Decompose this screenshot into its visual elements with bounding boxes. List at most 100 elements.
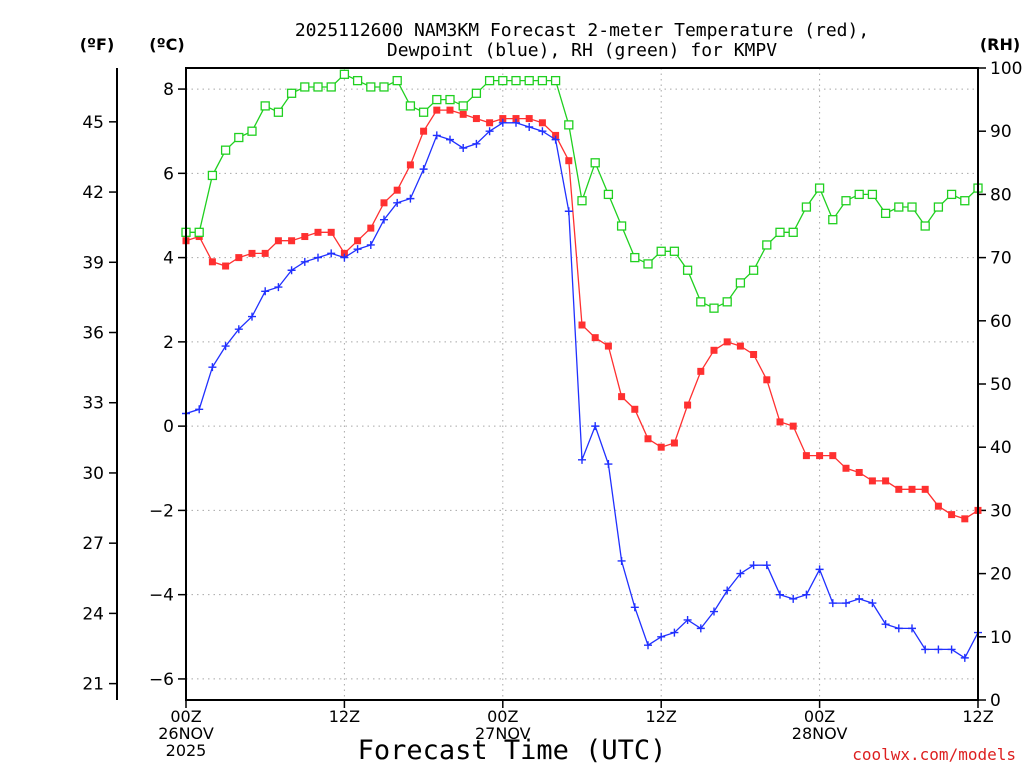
series-0-point-47	[802, 452, 810, 460]
fahrenheit-tick-label-0: 45	[82, 113, 104, 133]
series-1-point-50	[842, 599, 850, 608]
series-1-point-12	[340, 253, 349, 262]
series-2-point-27	[537, 75, 548, 86]
series-1-point-6	[261, 287, 270, 296]
chart-title: 2025112600 NAM3KM Forecast 2-meter Tempe…	[295, 20, 869, 61]
celsius-unit-label: (ºC)	[149, 35, 184, 54]
series-1-point-22	[472, 139, 481, 148]
series-2-point-20	[445, 94, 455, 105]
series-0-point-45	[776, 418, 784, 426]
x-tick-label-2-0: 00Z	[487, 707, 518, 726]
series-1-point-11	[327, 249, 336, 258]
series-0-point-32	[604, 342, 612, 350]
series-0-point-36	[657, 443, 665, 451]
fahrenheit-tick-label-3: 36	[82, 324, 104, 344]
rh-tick-label-10: 0	[990, 691, 1001, 711]
series-2-point-7	[273, 107, 284, 117]
series-0-point-53	[882, 477, 890, 485]
series-0-point-30	[578, 321, 586, 329]
fahrenheit-tick-label-4: 33	[82, 394, 104, 414]
series-1-point-16	[393, 198, 402, 207]
credit-label: coolwx.com/models	[852, 745, 1016, 764]
series-2-point-57	[933, 202, 944, 212]
rh-tick-label-4: 60	[990, 312, 1012, 332]
series-0-point-38	[684, 401, 692, 409]
series-1-point-25	[512, 118, 520, 127]
series-2-point-22	[471, 88, 482, 98]
series-1-point-14	[366, 240, 375, 249]
series-1-point-3	[221, 342, 230, 351]
series-2-point-15	[379, 82, 389, 92]
series-2-point-26	[524, 75, 534, 86]
series-1-point-45	[776, 590, 784, 599]
series-1-point-44	[762, 561, 771, 570]
series-0-point-52	[868, 477, 876, 485]
series-0-point-43	[750, 351, 758, 359]
series-1-point-47	[802, 590, 811, 599]
series-0-point-10	[314, 228, 322, 236]
series-0-point-7	[274, 237, 282, 245]
series-2-point-53	[880, 208, 891, 219]
series-1-point-42	[736, 569, 745, 578]
x-tick-label-1-0: 12Z	[329, 707, 360, 726]
series-1-point-48	[815, 565, 824, 574]
series-1-point-23	[485, 127, 494, 136]
series-1-point-27	[538, 127, 547, 136]
series-0-point-14	[367, 224, 375, 232]
series-2-point-58	[946, 189, 957, 200]
celsius-tick-label-5: −2	[149, 501, 174, 521]
series-1-point-17	[406, 194, 415, 203]
series-2-point-14	[366, 82, 376, 92]
series-0-point-50	[842, 464, 850, 472]
series-2-point-30	[577, 196, 587, 206]
x-tick-label-0-1: 26NOV	[158, 724, 214, 743]
celsius-tick-label-2: 4	[163, 249, 174, 269]
series-0-point-51	[855, 468, 863, 476]
series-2-point-11	[326, 82, 336, 92]
series-2-point-34	[630, 252, 640, 263]
fahrenheit-tick-label-7: 24	[82, 604, 104, 624]
series-0-point-34	[631, 405, 639, 413]
series-2-point-25	[511, 75, 521, 86]
series-1-point-28	[551, 135, 560, 144]
series-2-point-49	[828, 215, 838, 225]
series-0-point-25	[512, 115, 520, 123]
series-0-point-29	[565, 157, 573, 165]
series-2-point-54	[894, 202, 904, 212]
series-0-point-17	[406, 161, 414, 169]
rh-tick-label-6: 40	[990, 438, 1012, 458]
series-2-point-5	[247, 126, 257, 136]
series-1-point-56	[921, 645, 930, 654]
series-1-point-37	[670, 628, 679, 637]
series-1-point-49	[828, 599, 837, 608]
series-2-point-1	[194, 227, 204, 237]
series-1-point-9	[300, 257, 309, 266]
series-0-point-13	[354, 237, 362, 245]
plot-frame	[185, 67, 979, 701]
x-tick-label-3-0: 12Z	[646, 707, 677, 726]
series-0-point-59	[961, 515, 969, 523]
series-2-point-19	[432, 94, 442, 105]
series-1-point-38	[683, 615, 692, 624]
series-0-point-11	[327, 228, 335, 236]
series-0-point-4	[235, 254, 243, 262]
series-0-point-44	[763, 376, 771, 384]
series-0-point-35	[644, 435, 652, 443]
celsius-tick-label-4: 0	[163, 417, 174, 437]
series-1-point-26	[525, 122, 534, 131]
series-1-point-32	[604, 460, 613, 469]
series-0-point-20	[446, 106, 454, 114]
x-tick-label-4-1: 28NOV	[792, 724, 848, 743]
series-2-point-47	[801, 202, 812, 212]
series-0-point-56	[921, 485, 929, 493]
series-0-point-9	[301, 233, 309, 241]
series-0-point-8	[288, 237, 296, 245]
series-1-point-34	[630, 603, 639, 612]
series-0-point-42	[736, 342, 744, 350]
fahrenheit-unit-label: (ºF)	[80, 35, 115, 54]
series-1-point-7	[274, 283, 283, 292]
celsius-tick-label-1: 6	[163, 164, 174, 184]
series-0-point-40	[710, 346, 718, 354]
celsius-tick-label-7: −6	[149, 670, 174, 690]
